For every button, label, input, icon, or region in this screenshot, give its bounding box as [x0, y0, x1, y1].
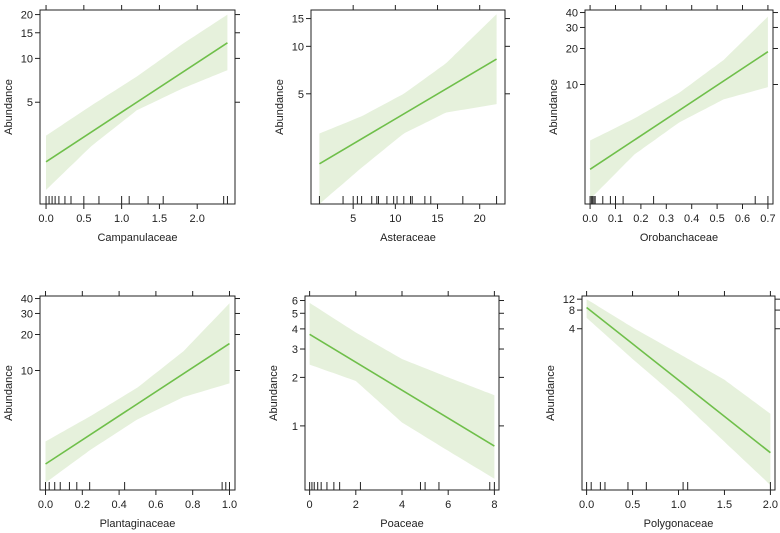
x-tick-label: 0.8: [185, 499, 200, 511]
y-tick-label: 10: [21, 365, 33, 377]
x-tick-label: 2: [353, 499, 359, 511]
y-tick-label: 10: [21, 53, 33, 65]
x-tick-label: 0: [307, 499, 313, 511]
x-tick-label: 0.0: [38, 499, 53, 511]
x-tick-label: 15: [431, 213, 443, 225]
y-axis-label: Abundance: [268, 365, 280, 421]
x-tick-label: 5: [350, 213, 356, 225]
fit-line: [45, 42, 228, 163]
fit-line: [586, 306, 771, 454]
x-axis-label: Plantaginaceae: [100, 518, 176, 530]
x-tick-label: 8: [491, 499, 497, 511]
plot-frame: [39, 9, 236, 205]
x-axis-label: Poaceae: [380, 518, 423, 530]
y-tick-label: 2: [292, 372, 298, 384]
y-tick-label: 40: [21, 294, 33, 306]
x-tick-label: 0.5: [709, 213, 724, 225]
plot-frame: [39, 295, 236, 491]
x-axis-label: Campanulaceae: [97, 232, 177, 244]
y-tick-label: 4: [292, 324, 298, 336]
x-tick-label: 0.5: [625, 499, 640, 511]
y-tick-label: 1: [292, 421, 298, 433]
x-tick-label: 0.2: [75, 499, 90, 511]
y-tick-label: 20: [566, 44, 578, 56]
y-axis-label: Abundance: [3, 365, 15, 421]
x-tick-label: 0.0: [579, 499, 594, 511]
x-axis-label: Orobanchaceae: [640, 232, 718, 244]
x-axis-label: Polygonaceae: [644, 518, 714, 530]
panel-1: 0.0 0.5 1.0 1.5 2.0 5 10 15 20 Campanulaceae Abund…: [3, 5, 240, 244]
fit-line: [589, 51, 769, 171]
y-axis-label: Abundance: [545, 365, 557, 421]
y-axis-label: Abundance: [3, 79, 15, 135]
fit-line: [309, 333, 495, 447]
y-tick-label: 30: [21, 308, 33, 320]
x-tick-label: 0.3: [659, 213, 674, 225]
confidence-band: [590, 16, 768, 200]
confidence-band: [586, 299, 771, 486]
y-tick-label: 4: [569, 324, 575, 336]
y-tick-label: 8: [569, 305, 575, 317]
y-tick-label: 10: [292, 41, 304, 53]
x-tick-label: 2.0: [763, 499, 778, 511]
y-tick-label: 12: [563, 294, 575, 306]
x-tick-label: 0.6: [735, 213, 750, 225]
panel-6: 0.0 0.5 1.0 1.5 2.0 4 812 Polygonaceae Abundance: [545, 291, 780, 530]
x-tick-label: 1.5: [717, 499, 732, 511]
x-axis-label: Asteraceae: [380, 232, 436, 244]
y-axis-label: Abundance: [274, 79, 286, 135]
y-tick-label: 15: [292, 14, 304, 26]
x-tick-label: 1.5: [152, 213, 167, 225]
x-tick-label: 0.4: [111, 499, 126, 511]
plot-frame: [584, 9, 774, 205]
y-tick-label: 5: [292, 308, 298, 320]
fit-line: [45, 342, 230, 465]
panel-2: 5 10 15 20 5 10 15 Asteraceae Abundance: [274, 5, 510, 244]
x-tick-label: 1.0: [671, 499, 686, 511]
x-tick-label: 1.0: [222, 499, 237, 511]
plot-frame: [310, 9, 506, 205]
y-tick-label: 20: [21, 10, 33, 22]
y-axis-label: Abundance: [548, 79, 560, 135]
x-tick-label: 0.1: [608, 213, 623, 225]
x-tick-label: 0.6: [148, 499, 163, 511]
confidence-band: [319, 14, 497, 204]
y-tick-label: 5: [298, 89, 304, 101]
y-tick-label: 10: [566, 79, 578, 91]
panel-4: 0.0 0.2 0.4 0.6 0.8 1.0 10 20 30 40 Plantaginaceae…: [3, 291, 240, 530]
x-tick-label: 1.0: [114, 213, 129, 225]
x-tick-label: 0.4: [684, 213, 699, 225]
y-tick-label: 5: [27, 97, 33, 109]
x-tick-label: 0.5: [76, 213, 91, 225]
y-tick-label: 3: [292, 344, 298, 356]
y-tick-label: 6: [292, 296, 298, 308]
x-tick-label: 20: [474, 213, 486, 225]
y-tick-label: 30: [566, 22, 578, 34]
x-tick-label: 4: [399, 499, 405, 511]
y-tick-label: 40: [566, 8, 578, 20]
x-tick-label: 0.7: [760, 213, 775, 225]
fit-line: [319, 58, 497, 165]
x-tick-label: 0.2: [633, 213, 648, 225]
x-tick-label: 2.0: [190, 213, 205, 225]
panel-3: 0.0 0.1 0.2 0.3 0.4 0.5 0.6 0.7 10 20 30 40 Orobanch…: [548, 5, 778, 244]
x-tick-label: 10: [389, 213, 401, 225]
x-tick-label: 0.0: [582, 213, 597, 225]
x-tick-label: 0.0: [38, 213, 53, 225]
y-tick-label: 15: [21, 28, 33, 40]
x-tick-label: 6: [445, 499, 451, 511]
confidence-band: [45, 303, 230, 483]
y-tick-label: 20: [21, 330, 33, 342]
